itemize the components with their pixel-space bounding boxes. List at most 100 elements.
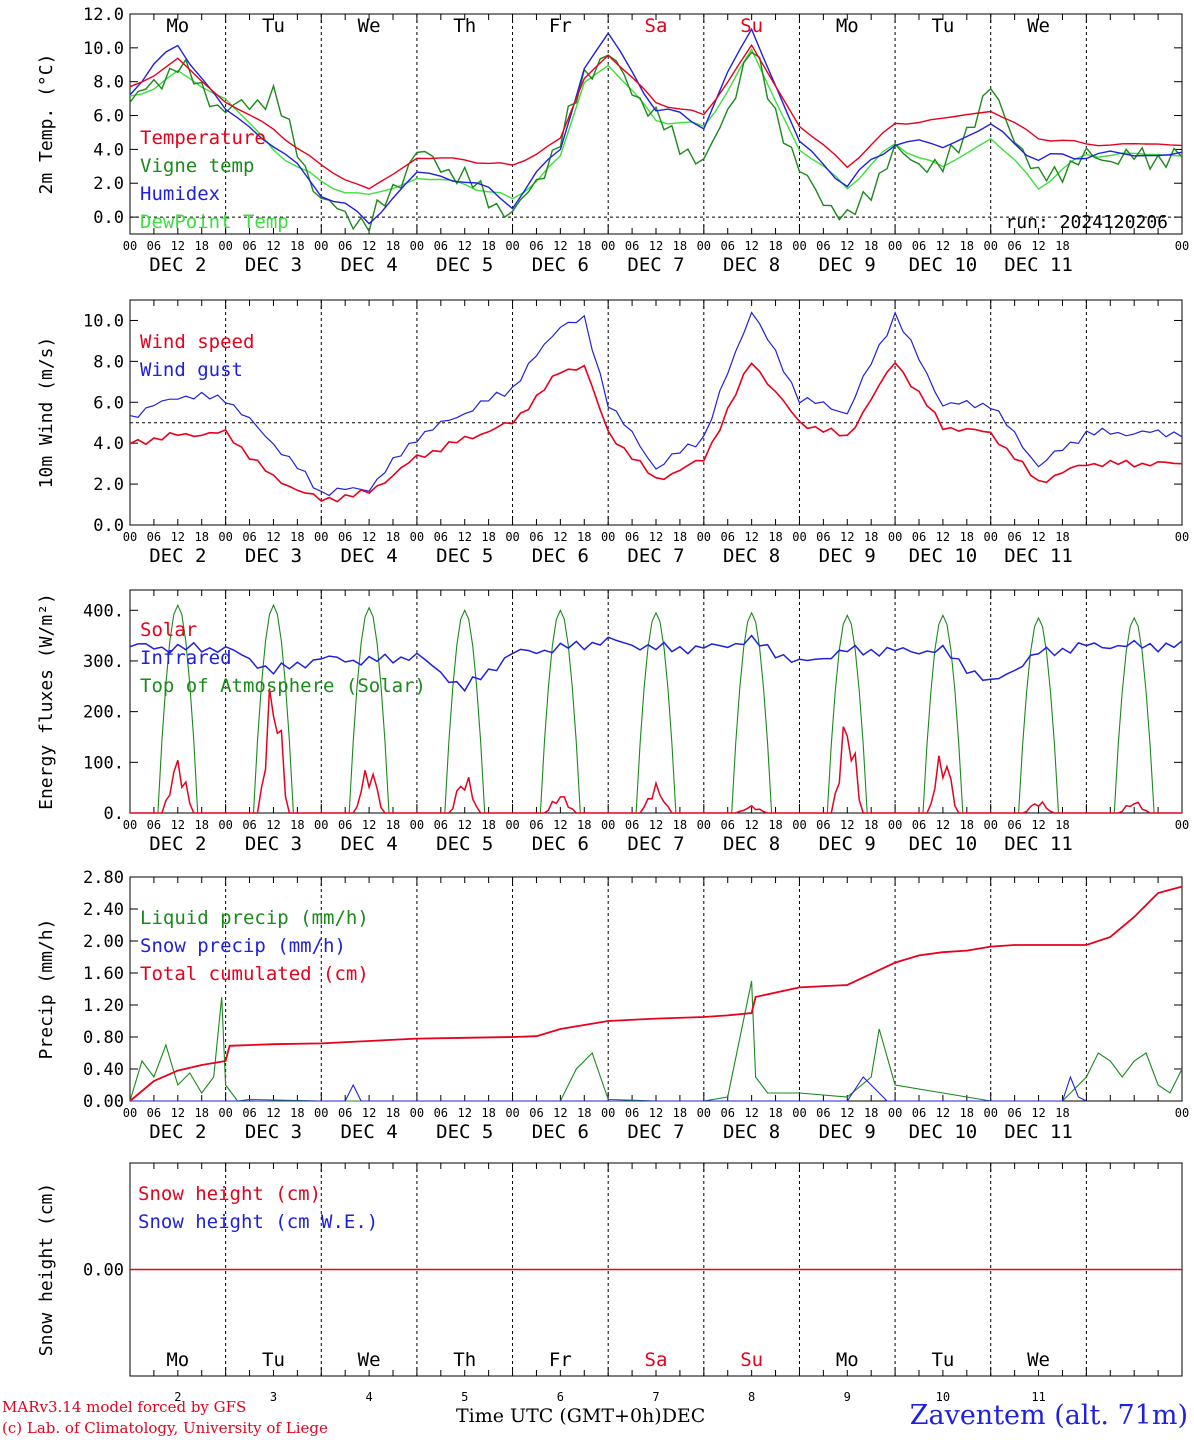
hour-tick-label: 18 — [864, 1106, 878, 1120]
hour-tick-label: 00 — [123, 530, 137, 544]
day-number-label: 5 — [461, 1390, 468, 1404]
day-of-week-label: Su — [740, 1349, 763, 1371]
day-number-label: 9 — [844, 1390, 851, 1404]
hour-tick-label: 12 — [553, 239, 567, 253]
legend-snow-precip-mm-h: Snow precip (mm/h) — [140, 935, 346, 957]
date-label: DEC 9 — [819, 1121, 876, 1143]
hour-tick-label: 00 — [505, 1106, 519, 1120]
hour-tick-label: 12 — [171, 818, 185, 832]
hour-tick-label: 12 — [649, 1106, 663, 1120]
hour-tick-label: 12 — [936, 1106, 950, 1120]
day-of-week-label: Tu — [262, 15, 285, 37]
hour-tick-label: 00 — [984, 818, 998, 832]
hour-tick-label: 18 — [577, 1106, 591, 1120]
day-of-week-label: Tu — [931, 15, 954, 37]
hour-tick-label: 00 — [314, 818, 328, 832]
hour-tick-label: 00 — [505, 818, 519, 832]
date-label: DEC 3 — [245, 833, 302, 855]
date-label: DEC 9 — [819, 545, 876, 567]
hour-tick-label: 06 — [721, 818, 735, 832]
hour-tick-label: 00 — [1175, 818, 1189, 832]
legend-top-of-atmosphere-solar: Top of Atmosphere (Solar) — [140, 675, 426, 697]
day-of-week-label: Fr — [549, 1349, 572, 1371]
legend-humidex: Humidex — [140, 183, 220, 205]
day-of-week-label: We — [358, 15, 381, 37]
y-tick-label: 0.00 — [83, 1261, 124, 1281]
hour-tick-label: 12 — [840, 239, 854, 253]
hour-tick-label: 06 — [1007, 239, 1021, 253]
date-label: DEC 4 — [340, 254, 397, 276]
hour-tick-label: 00 — [505, 239, 519, 253]
series-dewpoint-temp — [129, 47, 1183, 200]
legend-vigne-temp: Vigne temp — [140, 155, 254, 177]
panel-4: 0.00 0.40 0.80 1.20 1.60 2.00 2.40 2.80 Precip (… — [36, 868, 1189, 1143]
date-label: DEC 6 — [532, 833, 589, 855]
hour-tick-label: 18 — [673, 530, 687, 544]
hour-tick-label: 06 — [1007, 530, 1021, 544]
date-label: DEC 5 — [436, 545, 493, 567]
hour-tick-label: 18 — [960, 239, 974, 253]
panel-3: 0. 100. 200. 300. 400. Energy fluxes (W/m²) So… — [36, 589, 1189, 855]
series-wind-speed — [129, 361, 1183, 503]
hour-tick-label: 00 — [123, 239, 137, 253]
hour-tick-label: 00 — [792, 818, 806, 832]
hour-tick-label: 00 — [410, 818, 424, 832]
hour-tick-label: 18 — [768, 1106, 782, 1120]
hour-tick-label: 06 — [147, 239, 161, 253]
hour-tick-label: 06 — [434, 818, 448, 832]
day-of-week-label: Mo — [166, 15, 189, 37]
hour-tick-label: 00 — [792, 239, 806, 253]
hour-tick-label: 12 — [840, 1106, 854, 1120]
legend-liquid-precip-mm-h: Liquid precip (mm/h) — [140, 907, 369, 929]
hour-tick-label: 18 — [290, 1106, 304, 1120]
legend-infrared: Infrared — [140, 647, 232, 669]
hour-tick-label: 00 — [601, 530, 615, 544]
date-label: DEC 11 — [1004, 545, 1073, 567]
date-label: DEC 11 — [1004, 254, 1073, 276]
legend-snow-height-cm: Snow height (cm) — [138, 1183, 321, 1205]
hour-tick-label: 18 — [195, 1106, 209, 1120]
hour-tick-label: 12 — [553, 1106, 567, 1120]
hour-tick-label: 18 — [386, 1106, 400, 1120]
hour-tick-label: 12 — [1031, 1106, 1045, 1120]
series-humidex — [129, 27, 1183, 225]
y-tick-label: 6.0 — [93, 393, 124, 413]
day-of-week-label: We — [358, 1349, 381, 1371]
panel-5: 0.00 Snow height (cm) Snow height (cm) Snow… — [36, 1162, 1183, 1404]
lab-credit: (c) Lab. of Climatology, University of L… — [2, 1419, 328, 1437]
hour-tick-label: 00 — [888, 1106, 902, 1120]
hour-tick-label: 18 — [290, 818, 304, 832]
y-tick-label: 0.0 — [93, 516, 124, 536]
hour-tick-label: 18 — [481, 239, 495, 253]
hour-tick-label: 12 — [1031, 530, 1045, 544]
hour-tick-label: 12 — [1031, 239, 1045, 253]
date-label: DEC 6 — [532, 1121, 589, 1143]
hour-tick-label: 18 — [195, 239, 209, 253]
y-tick-label: 4.0 — [93, 140, 124, 160]
hour-tick-label: 18 — [1055, 530, 1069, 544]
hour-tick-label: 06 — [721, 239, 735, 253]
hour-tick-label: 06 — [1007, 1106, 1021, 1120]
hour-tick-label: 18 — [864, 818, 878, 832]
date-label: DEC 2 — [149, 1121, 206, 1143]
day-number-label: 10 — [936, 1390, 950, 1404]
hour-tick-label: 18 — [577, 530, 591, 544]
legend-wind-gust: Wind gust — [140, 359, 243, 381]
date-label: DEC 9 — [819, 254, 876, 276]
hour-tick-label: 06 — [625, 818, 639, 832]
y-tick-label: 8.0 — [93, 73, 124, 93]
y-tick-label: 300. — [83, 652, 124, 672]
panel-1: 0.0 2.0 4.0 6.0 8.0 10.0 12.0 2m Temp. (°C) Mo Tu… — [36, 5, 1189, 276]
hour-tick-label: 12 — [1031, 818, 1045, 832]
hour-tick-label: 00 — [888, 239, 902, 253]
series-solar — [130, 688, 1182, 814]
panel-frame — [129, 13, 1183, 235]
hour-tick-label: 00 — [888, 818, 902, 832]
hour-tick-label: 12 — [458, 530, 472, 544]
hour-tick-label: 00 — [314, 530, 328, 544]
hour-tick-label: 12 — [744, 530, 758, 544]
x-axis-title: Time UTC (GMT+0h)DEC — [456, 1405, 705, 1427]
date-label: DEC 4 — [340, 833, 397, 855]
date-label: DEC 3 — [245, 254, 302, 276]
hour-tick-label: 12 — [744, 818, 758, 832]
